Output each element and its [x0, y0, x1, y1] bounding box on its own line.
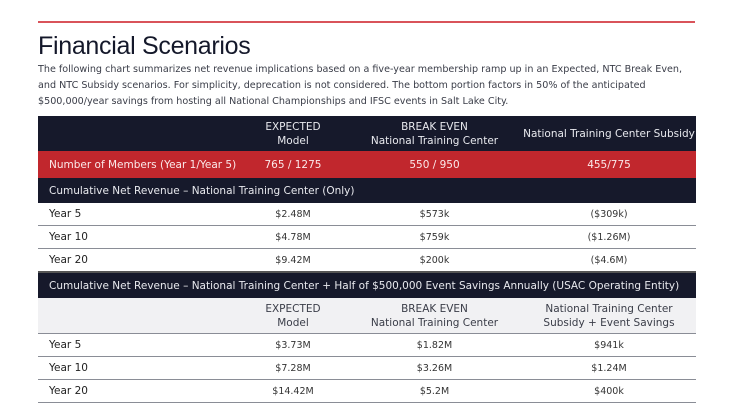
cell: $941k — [522, 333, 696, 357]
row-label: Year 5 — [38, 203, 239, 226]
cell: $3.73M — [239, 333, 347, 357]
row-label: Year 10 — [38, 356, 239, 380]
cell: $7.28M — [239, 356, 347, 380]
table-row: Year 5 $3.73M $1.82M $941k — [38, 333, 696, 357]
cell: $5.2M — [347, 379, 522, 403]
section1-title: Cumulative Net Revenue – National Traini… — [38, 178, 696, 203]
header-break-even-sub: National Training Center — [370, 316, 499, 329]
cell: $3.26M — [347, 356, 522, 380]
page-title: Financial Scenarios — [38, 32, 251, 60]
financial-table: EXPECTED Model BREAK EVEN National Trainin… — [38, 116, 696, 403]
cell: $759k — [347, 225, 522, 249]
header-expected-sub: Model — [277, 316, 309, 329]
cell: $2.48M — [239, 203, 347, 226]
cell: $14.42M — [239, 379, 347, 403]
cell: $400k — [522, 379, 696, 403]
cell: ($4.6M) — [522, 248, 696, 273]
members-label: Number of Members (Year 1/Year 5) — [38, 151, 239, 178]
header-subsidy: National Training Center — [545, 302, 673, 315]
table-row: Year 20 $9.42M $200k ($4.6M) — [38, 248, 696, 273]
cell: $200k — [347, 248, 522, 273]
header-break-even: BREAK EVEN — [401, 120, 468, 133]
members-row: Number of Members (Year 1/Year 5) 765 / … — [38, 151, 696, 178]
cell: 455/775 — [522, 151, 696, 178]
cell: $1.24M — [522, 356, 696, 380]
header-expected-sub: Model — [277, 134, 309, 147]
header-break-even: BREAK EVEN — [401, 302, 468, 315]
header-subsidy-sub: Subsidy + Event Savings — [543, 316, 675, 329]
section2-title: Cumulative Net Revenue – National Traini… — [38, 272, 696, 298]
cell: $4.78M — [239, 225, 347, 249]
table-row: Year 10 $7.28M $3.26M $1.24M — [38, 356, 696, 380]
table-row: Year 5 $2.48M $573k ($309k) — [38, 203, 696, 226]
cell: $9.42M — [239, 248, 347, 273]
header-expected: EXPECTED — [265, 120, 321, 133]
cell: ($1.26M) — [522, 225, 696, 249]
table-header: EXPECTED Model BREAK EVEN National Trainin… — [38, 116, 696, 151]
cell: $573k — [347, 203, 522, 226]
cell: ($309k) — [522, 203, 696, 226]
top-rule — [38, 21, 695, 23]
row-label: Year 20 — [38, 379, 239, 403]
row-label: Year 5 — [38, 333, 239, 357]
row-label: Year 10 — [38, 225, 239, 249]
cell: $1.82M — [347, 333, 522, 357]
section-header: Cumulative Net Revenue – National Traini… — [38, 178, 696, 203]
header-expected: EXPECTED — [265, 302, 321, 315]
cell: 550 / 950 — [347, 151, 522, 178]
section-header: Cumulative Net Revenue – National Traini… — [38, 272, 696, 298]
header-break-even-sub: National Training Center — [370, 134, 499, 147]
table-row: Year 10 $4.78M $759k ($1.26M) — [38, 225, 696, 249]
cell: 765 / 1275 — [239, 151, 347, 178]
section2-header: EXPECTED Model BREAK EVEN National Trainin… — [38, 298, 696, 334]
header-subsidy: National Training Center Subsidy — [522, 116, 696, 151]
table-row: Year 20 $14.42M $5.2M $400k — [38, 379, 696, 403]
row-label: Year 20 — [38, 248, 239, 273]
description: The following chart summarizes net reven… — [38, 64, 683, 107]
